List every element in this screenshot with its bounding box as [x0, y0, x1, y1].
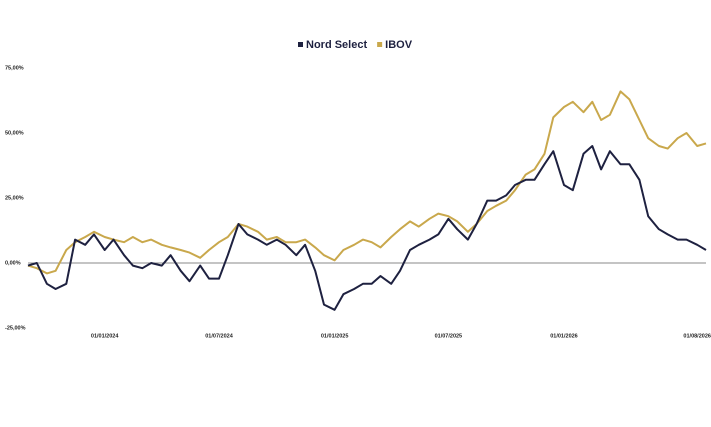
x-tick-label: 01/01/2024 — [91, 333, 119, 339]
legend-swatch — [298, 42, 303, 47]
y-tick-label: 75,00% — [5, 65, 24, 71]
legend-label: IBOV — [385, 39, 413, 51]
x-tick-label: 01/07/2024 — [205, 333, 233, 339]
legend-label: Nord Select — [306, 39, 367, 51]
x-tick-label: 01/08/2026 — [683, 333, 711, 339]
y-tick-label: -25,00% — [5, 325, 26, 331]
series-line — [27, 90, 707, 275]
y-tick-label: 25,00% — [5, 195, 24, 201]
x-tick-label: 01/01/2026 — [550, 333, 578, 339]
y-tick-label: 0,00% — [5, 260, 21, 266]
x-tick-label: 01/07/2025 — [435, 333, 463, 339]
y-tick-label: 50,00% — [5, 130, 24, 136]
series-line — [27, 145, 707, 311]
legend-swatch — [377, 42, 383, 47]
x-tick-label: 01/01/2025 — [321, 333, 349, 339]
